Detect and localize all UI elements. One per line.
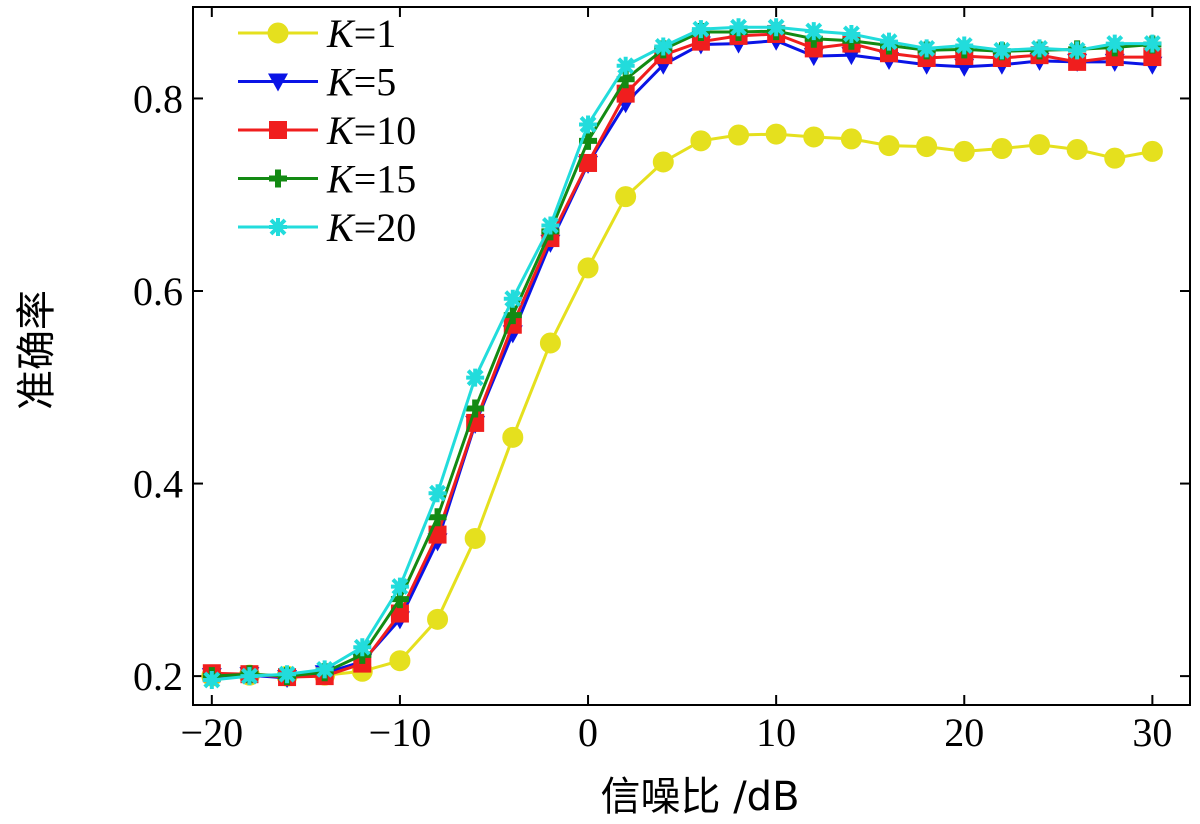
plot-axes: −20 −10 0 10 20 30 0.2 0.4 0.6 0.8 [133, 6, 1191, 755]
legend-label: K=10 [326, 108, 416, 153]
legend-label: K=1 [326, 11, 396, 56]
legend-label: K=5 [326, 60, 396, 105]
x-tick-label: 30 [1132, 710, 1172, 755]
data-point [267, 22, 289, 44]
data-point [615, 186, 637, 208]
data-point [202, 670, 221, 689]
legend-item: K=1 [238, 11, 396, 56]
data-point [268, 73, 288, 92]
data-point [804, 39, 823, 58]
data-point [315, 660, 334, 679]
x-tick-label: −10 [369, 710, 432, 755]
data-point [765, 123, 787, 145]
data-point [240, 667, 259, 686]
data-point [269, 121, 287, 139]
data-point [1143, 34, 1162, 53]
data-point [466, 368, 485, 387]
legend-item: K=20 [238, 205, 416, 250]
data-point [502, 426, 524, 448]
data-point [353, 638, 372, 657]
data-point [991, 138, 1013, 160]
data-point [840, 128, 862, 150]
data-point [728, 124, 750, 146]
data-point [1104, 147, 1126, 169]
data-point [691, 32, 710, 51]
data-point [539, 332, 561, 354]
data-point [1030, 39, 1049, 58]
series-5 [202, 18, 1162, 689]
data-point [503, 289, 522, 308]
data-point [579, 115, 598, 134]
legend-item: K=10 [238, 108, 416, 153]
data-point [842, 24, 861, 43]
data-point [804, 22, 823, 41]
legend: K=1K=5K=10K=15K=20 [238, 11, 416, 250]
series-layer [201, 18, 1163, 689]
data-point [389, 650, 411, 672]
data-point [729, 18, 748, 37]
y-tick-label: 0.4 [133, 462, 183, 507]
data-point [616, 56, 635, 75]
x-axis-title: 信噪比 /dB [600, 774, 799, 820]
data-point [917, 39, 936, 58]
data-point [1141, 140, 1163, 162]
x-tick-label: −20 [181, 710, 244, 755]
data-point [803, 126, 825, 148]
data-point [428, 508, 447, 527]
data-point [390, 577, 409, 596]
legend-label: K=20 [326, 205, 416, 250]
y-tick-label: 0.6 [133, 269, 183, 314]
axes-frame [192, 6, 1191, 706]
data-point [390, 604, 409, 623]
data-point [1105, 48, 1124, 67]
data-point [428, 484, 447, 503]
x-tick-label: 0 [578, 710, 598, 755]
data-point [654, 37, 673, 56]
data-point [992, 41, 1011, 60]
data-point [878, 135, 900, 157]
legend-item: K=5 [238, 60, 396, 105]
data-point [690, 130, 712, 152]
data-point [503, 306, 522, 325]
data-point [955, 36, 974, 55]
data-point [577, 257, 599, 279]
y-tick-label: 0.8 [133, 76, 183, 121]
data-point [579, 153, 598, 172]
data-point [652, 151, 674, 173]
data-point [1068, 41, 1087, 60]
data-point [278, 665, 297, 684]
data-point [464, 527, 486, 549]
legend-label: K=15 [326, 157, 416, 202]
data-point [953, 140, 975, 162]
data-point [541, 216, 560, 235]
data-point [269, 218, 287, 236]
data-point [767, 18, 786, 37]
data-point [1066, 138, 1088, 160]
legend-item: K=15 [238, 157, 416, 202]
data-point [427, 608, 449, 630]
y-tick-label: 0.2 [133, 654, 183, 699]
data-point [1105, 34, 1124, 53]
x-tick-label: 10 [756, 710, 796, 755]
data-point [1029, 134, 1051, 156]
data-point [269, 169, 287, 188]
data-point [1143, 48, 1162, 67]
data-point [880, 32, 899, 51]
x-tick-label: 20 [944, 710, 984, 755]
data-point [916, 136, 938, 158]
y-axis-title: 准确率 [14, 290, 60, 410]
data-point [691, 20, 710, 39]
data-point [466, 399, 485, 418]
